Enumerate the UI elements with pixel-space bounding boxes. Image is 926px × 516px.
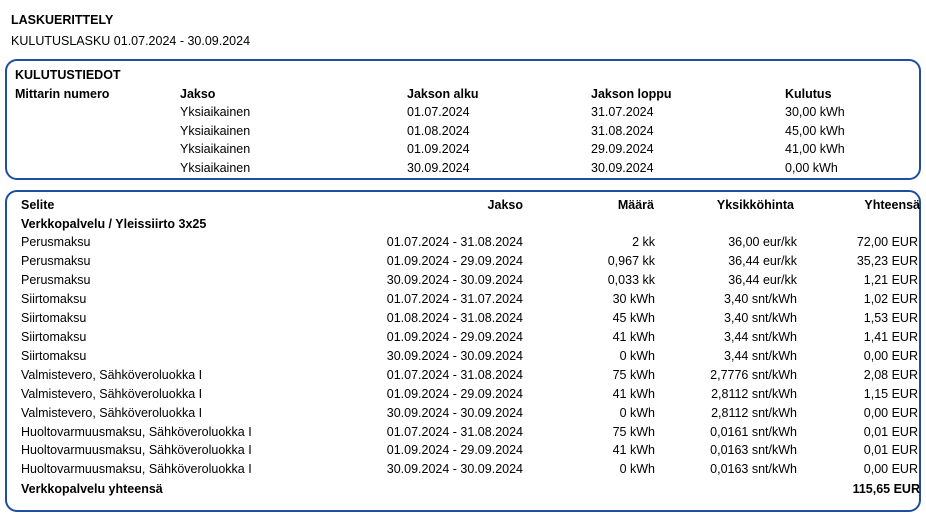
line-row-total: 0,01 EUR — [863, 443, 918, 457]
line-row-description: Siirtomaksu — [21, 330, 87, 344]
line-row-quantity: 41 kWh — [612, 443, 655, 457]
lines-box — [5, 190, 921, 512]
line-row-period: 01.09.2024 - 29.09.2024 — [386, 254, 523, 268]
line-row-unit-price: 3,40 snt/kWh — [724, 311, 797, 325]
line-row-description: Valmistevero, Sähköveroluokka I — [21, 406, 203, 420]
line-row-total: 1,41 EUR — [863, 330, 918, 344]
lines-summary-total: 115,65 EUR — [852, 482, 920, 496]
usage-row-consumption: 30,00 kWh — [785, 105, 845, 119]
line-row-description: Valmistevero, Sähköveroluokka I — [21, 368, 203, 382]
line-row-period: 30.09.2024 - 30.09.2024 — [386, 406, 523, 420]
line-row-quantity: 0 kWh — [619, 462, 655, 476]
line-row-quantity: 75 kWh — [612, 425, 655, 439]
line-row-unit-price: 3,40 snt/kWh — [724, 292, 797, 306]
line-row-total: 1,53 EUR — [863, 311, 918, 325]
line-row-description: Valmistevero, Sähköveroluokka I — [21, 387, 203, 401]
line-row-quantity: 41 kWh — [612, 330, 655, 344]
line-row-total: 1,21 EUR — [863, 273, 918, 287]
doc-title: LASKUERITTELY — [11, 13, 114, 27]
usage-row-period: Yksiaikainen — [180, 124, 251, 138]
line-row-unit-price: 2,8112 snt/kWh — [711, 387, 797, 401]
usage-col-period: Jakso — [180, 87, 216, 101]
usage-row-start: 01.07.2024 — [407, 105, 470, 119]
line-row-quantity: 2 kk — [632, 235, 655, 249]
usage-col-end: Jakson loppu — [591, 87, 672, 101]
lines-col-unit-price: Yksikköhinta — [716, 198, 794, 212]
line-row-period: 01.07.2024 - 31.08.2024 — [386, 368, 523, 382]
line-row-description: Perusmaksu — [21, 273, 91, 287]
usage-col-meter: Mittarin numero — [15, 87, 110, 101]
line-row-quantity: 0 kWh — [619, 349, 655, 363]
usage-row-end: 31.07.2024 — [591, 105, 654, 119]
line-row-quantity: 41 kWh — [612, 387, 655, 401]
usage-row-end: 29.09.2024 — [591, 142, 654, 156]
usage-col-consumption: Kulutus — [785, 87, 832, 101]
line-row-total: 1,15 EUR — [863, 387, 918, 401]
line-row-total: 2,08 EUR — [863, 368, 918, 382]
line-row-unit-price: 0,0161 snt/kWh — [710, 425, 797, 439]
line-row-unit-price: 36,44 eur/kk — [728, 273, 797, 287]
line-row-unit-price: 0,0163 snt/kWh — [710, 443, 797, 457]
line-row-quantity: 75 kWh — [612, 368, 655, 382]
line-row-period: 30.09.2024 - 30.09.2024 — [386, 462, 523, 476]
line-row-period: 30.09.2024 - 30.09.2024 — [386, 349, 523, 363]
line-row-unit-price: 0,0163 snt/kWh — [710, 462, 797, 476]
line-row-period: 01.09.2024 - 29.09.2024 — [386, 387, 523, 401]
line-row-description: Huoltovarmuusmaksu, Sähköveroluokka I — [21, 425, 252, 439]
line-row-period: 01.07.2024 - 31.08.2024 — [386, 425, 523, 439]
line-row-description: Huoltovarmuusmaksu, Sähköveroluokka I — [21, 462, 252, 476]
lines-col-quantity: Määrä — [617, 198, 654, 212]
usage-row-period: Yksiaikainen — [180, 161, 251, 175]
line-row-description: Perusmaksu — [21, 254, 91, 268]
line-row-quantity: 0 kWh — [619, 406, 655, 420]
usage-section-title: KULUTUSTIEDOT — [15, 68, 121, 82]
usage-row-consumption: 41,00 kWh — [785, 142, 845, 156]
line-row-quantity: 0,033 kk — [607, 273, 655, 287]
line-row-unit-price: 36,44 eur/kk — [728, 254, 797, 268]
usage-col-start: Jakson alku — [407, 87, 479, 101]
line-row-period: 01.07.2024 - 31.08.2024 — [386, 235, 523, 249]
line-row-total: 1,02 EUR — [863, 292, 918, 306]
lines-col-total: Yhteensä — [864, 198, 920, 212]
line-row-period: 01.08.2024 - 31.08.2024 — [386, 311, 523, 325]
usage-box — [5, 59, 921, 180]
usage-row-consumption: 45,00 kWh — [785, 124, 845, 138]
line-row-period: 01.07.2024 - 31.07.2024 — [386, 292, 523, 306]
line-row-quantity: 30 kWh — [612, 292, 655, 306]
line-row-unit-price: 2,7776 snt/kWh — [710, 368, 797, 382]
lines-group-title: Verkkopalvelu / Yleissiirto 3x25 — [21, 217, 207, 231]
line-row-unit-price: 3,44 snt/kWh — [724, 330, 797, 344]
line-row-total: 0,01 EUR — [863, 425, 918, 439]
usage-row-period: Yksiaikainen — [180, 142, 251, 156]
usage-row-end: 30.09.2024 — [591, 161, 654, 175]
line-row-total: 0,00 EUR — [863, 406, 918, 420]
line-row-description: Perusmaksu — [21, 235, 91, 249]
line-row-quantity: 0,967 kk — [607, 254, 655, 268]
lines-summary-label: Verkkopalvelu yhteensä — [21, 482, 163, 496]
line-row-quantity: 45 kWh — [612, 311, 655, 325]
line-row-total: 35,23 EUR — [856, 254, 918, 268]
lines-col-description: Selite — [21, 198, 55, 212]
line-row-description: Huoltovarmuusmaksu, Sähköveroluokka I — [21, 443, 252, 457]
usage-row-period: Yksiaikainen — [180, 105, 251, 119]
usage-row-start: 01.09.2024 — [407, 142, 470, 156]
doc-subtitle: KULUTUSLASKU 01.07.2024 - 30.09.2024 — [11, 34, 251, 48]
line-row-total: 0,00 EUR — [863, 462, 918, 476]
line-row-period: 30.09.2024 - 30.09.2024 — [386, 273, 523, 287]
line-row-unit-price: 36,00 eur/kk — [728, 235, 797, 249]
line-row-total: 0,00 EUR — [863, 349, 918, 363]
usage-row-start: 30.09.2024 — [407, 161, 470, 175]
line-row-description: Siirtomaksu — [21, 349, 87, 363]
line-row-description: Siirtomaksu — [21, 311, 87, 325]
lines-col-period: Jakso — [487, 198, 523, 212]
usage-row-end: 31.08.2024 — [591, 124, 654, 138]
line-row-description: Siirtomaksu — [21, 292, 87, 306]
line-row-total: 72,00 EUR — [856, 235, 918, 249]
usage-row-start: 01.08.2024 — [407, 124, 470, 138]
line-row-unit-price: 3,44 snt/kWh — [724, 349, 797, 363]
usage-row-consumption: 0,00 kWh — [785, 161, 838, 175]
line-row-period: 01.09.2024 - 29.09.2024 — [386, 330, 523, 344]
line-row-period: 01.09.2024 - 29.09.2024 — [386, 443, 523, 457]
line-row-unit-price: 2,8112 snt/kWh — [711, 406, 797, 420]
